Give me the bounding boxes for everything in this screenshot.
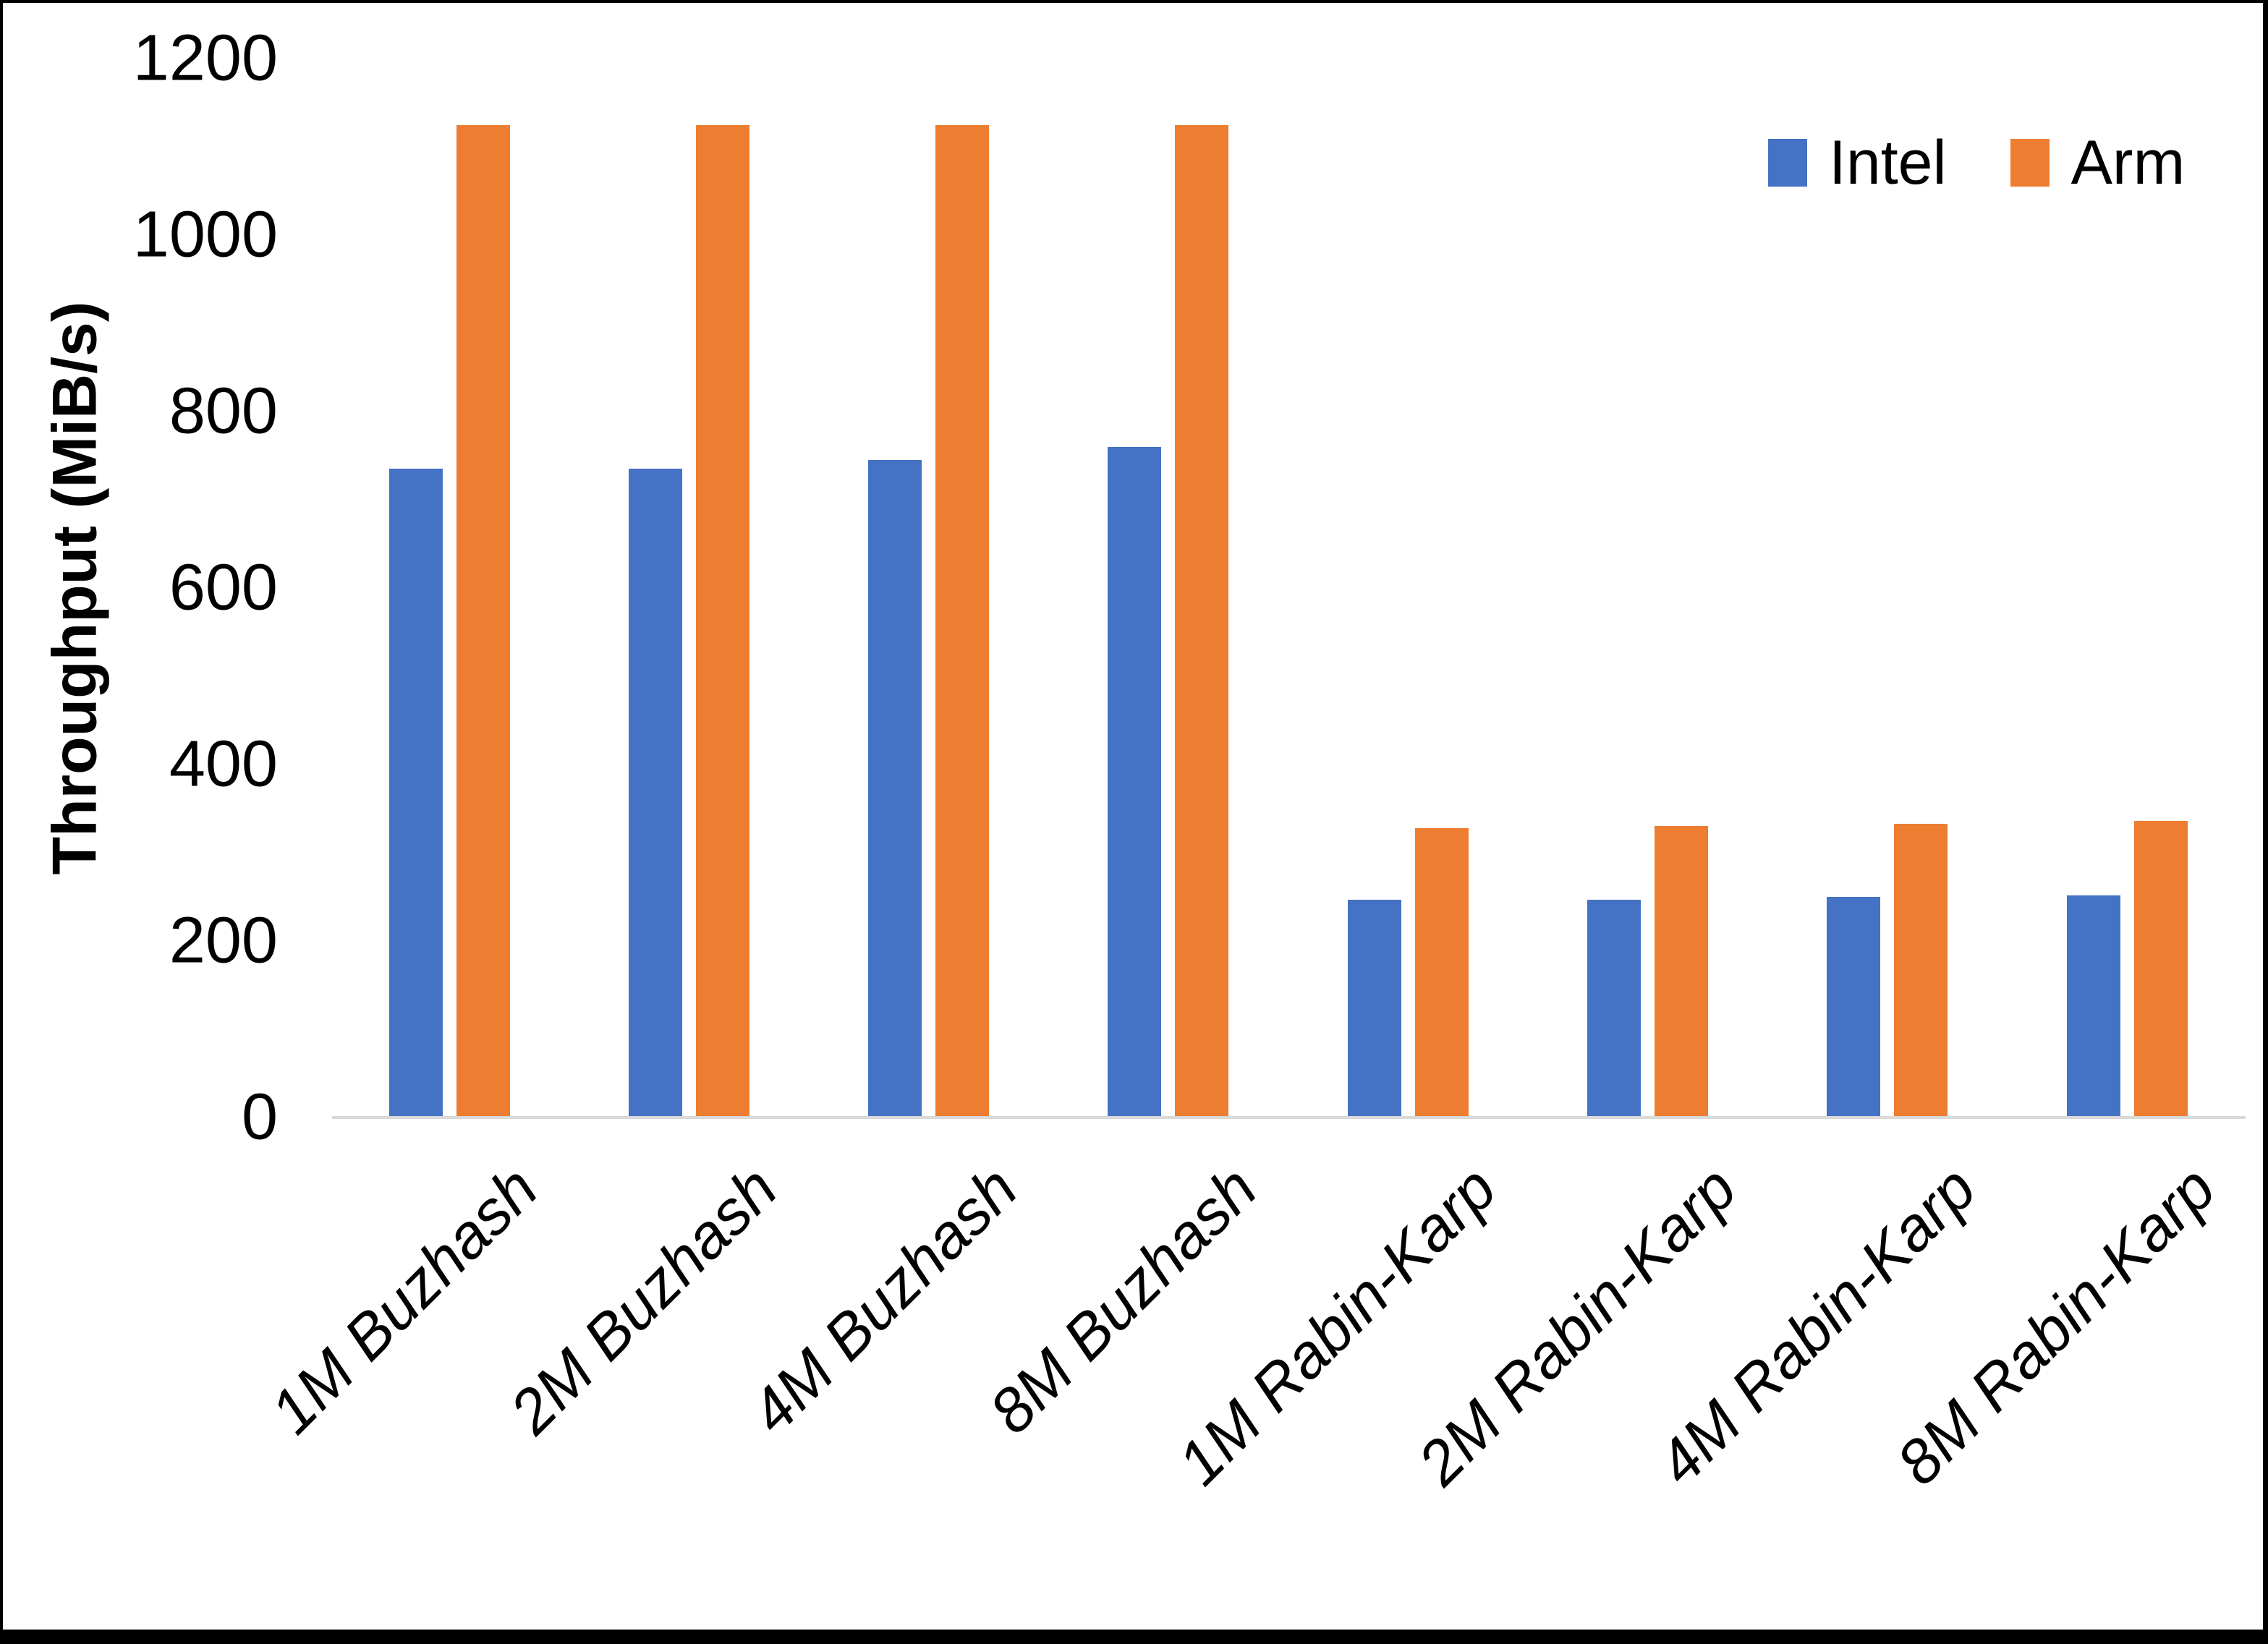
bar-arm-4m-buzhash [935,124,990,1117]
legend-swatch-intel [1768,139,1807,187]
legend-item-arm: Arm [2010,128,2186,197]
legend-swatch-arm [2010,139,2050,187]
y-tick-label-200: 200 [169,904,278,977]
bar-group-4m-buzhash [868,59,990,1117]
bar-arm-1m-buzhash [456,124,510,1117]
bar-intel-2m-buzhash [628,469,682,1117]
bar-group-8m-buzhash [1108,59,1229,1117]
bar-arm-2m-buzhash [695,124,749,1117]
y-tick-label-0: 0 [241,1081,278,1154]
bar-arm-8m-rabin-karp [2133,821,2188,1117]
legend-label-arm: Arm [2070,128,2186,197]
bar-group-8m-rabin-karp [2066,59,2188,1117]
bar-chart: Throughput (MiB/s) 0 200 400 600 800 1000 1200… [3,3,2263,1630]
bar-arm-4m-rabin-karp [1894,823,1948,1117]
y-tick-label-1000: 1000 [132,198,278,271]
bar-intel-4m-rabin-karp [1827,897,1881,1117]
legend-item-intel: Intel [1768,132,1947,194]
bar-intel-2m-rabin-karp [1587,899,1641,1117]
x-axis-line [332,1116,2246,1119]
bar-intel-4m-buzhash [868,460,922,1117]
plot-area [332,59,2246,1119]
bar-arm-1m-rabin-karp [1414,827,1469,1117]
y-tick-label-1200: 1200 [132,22,278,95]
bar-intel-1m-buzhash [388,469,443,1117]
bar-arm-2m-rabin-karp [1655,826,1708,1117]
bar-intel-1m-rabin-karp [1347,899,1401,1117]
legend-label-intel: Intel [1829,128,1947,197]
y-tick-label-800: 800 [169,375,278,448]
bar-group-2m-rabin-karp [1587,59,1708,1117]
bar-arm-8m-buzhash [1175,124,1229,1117]
bar-intel-8m-rabin-karp [2066,895,2120,1117]
bar-group-4m-rabin-karp [1827,59,1948,1117]
bar-group-2m-buzhash [628,59,749,1117]
legend: Intel Arm [1768,132,2185,194]
bar-group-1m-buzhash [388,59,510,1117]
y-tick-label-400: 400 [169,728,278,801]
y-tick-label-600: 600 [169,551,278,624]
bar-intel-8m-buzhash [1108,446,1162,1117]
bar-group-1m-rabin-karp [1347,59,1469,1117]
